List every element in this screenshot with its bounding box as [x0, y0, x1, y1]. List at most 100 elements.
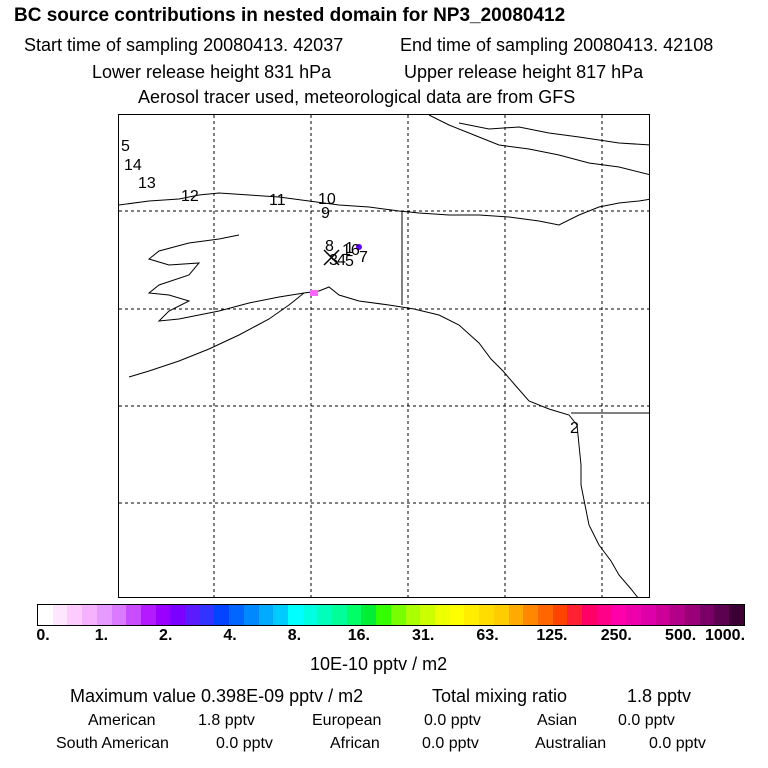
source-footprint-pink [310, 290, 318, 296]
colorbar-cell-9 [170, 605, 186, 625]
colorbar-cell-5 [111, 605, 127, 625]
colorbar-cell-15 [258, 605, 274, 625]
colorbar-cell-29 [464, 605, 480, 625]
region-name-african: African [330, 735, 380, 752]
gulf-of-alaska-coast [303, 286, 578, 426]
colorbar-cell-31 [493, 605, 509, 625]
colorbar-cell-16 [273, 605, 288, 625]
colorbar-cell-41 [640, 605, 656, 625]
colorbar-cell-1 [52, 605, 68, 625]
colorbar-tick-4: 8. [287, 627, 302, 644]
graticule [119, 115, 649, 597]
colorbar-cell-2 [67, 605, 83, 625]
pacific-northwest-coast [576, 424, 639, 597]
colorbar-cell-43 [670, 605, 685, 625]
colorbar-cell-11 [199, 605, 215, 625]
colorbar [37, 604, 745, 626]
max-value-text: Maximum value 0.398E-09 pptv / m2 [70, 686, 364, 706]
western-alaska-coast [147, 234, 305, 322]
colorbar-cell-37 [582, 605, 597, 625]
colorbar-tick-8: 125. [536, 627, 568, 644]
traj-label-10: 3 [329, 252, 338, 269]
colorbar-tick-9: 250. [600, 627, 632, 644]
colorbar-cell-19 [317, 605, 333, 625]
traj-label-9: 7 [359, 249, 368, 266]
source-footprint-purple [356, 244, 362, 250]
colorbar-tick-6: 31. [412, 627, 435, 644]
colorbar-tick-2: 2. [159, 627, 173, 644]
colorbar-cell-27 [434, 605, 450, 625]
upper-height-text: Upper release height 817 hPa [404, 62, 644, 82]
release-point-markers [323, 249, 340, 266]
colorbar-tick-7: 63. [476, 627, 499, 644]
colorbar-cell-14 [243, 605, 259, 625]
figure-title: BC source contributions in nested domain… [14, 5, 566, 26]
region-value-australian: 0.0 pptv [649, 735, 706, 752]
colorbar-cell-12 [214, 605, 230, 625]
region-value-south-american: 0.0 pptv [216, 735, 273, 752]
colorbar-cell-4 [96, 605, 112, 625]
colorbar-tick-0: 0. [36, 627, 50, 644]
traj-label-2: 13 [138, 175, 156, 192]
traj-label-14: 2 [570, 420, 579, 437]
traj-label-1: 14 [124, 157, 142, 174]
traj-label-5: 10 [318, 191, 336, 208]
colorbar-tick-10: 500. [665, 627, 697, 644]
colorbar-cell-39 [611, 605, 627, 625]
colorbar-cell-7 [140, 605, 156, 625]
colorbar-cell-42 [655, 605, 671, 625]
traj-label-0: 5 [121, 138, 130, 155]
total-mixing-label: Total mixing ratio [432, 686, 568, 706]
region-value-american: 1.8 pptv [198, 712, 255, 729]
region-name-south-american: South American [56, 735, 169, 752]
traj-label-3: 12 [181, 188, 199, 205]
traj-label-8: 16 [342, 242, 360, 259]
colorbar-cell-18 [302, 605, 318, 625]
colorbar-cell-25 [405, 605, 421, 625]
colorbar-cell-8 [155, 605, 171, 625]
colorbar-tick-5: 16. [347, 627, 370, 644]
map-panel: 5 14 13 12 11 10 9 8 16 7 3 4 5 1 2 [118, 114, 650, 598]
region-name-australian: Australian [535, 735, 607, 752]
traj-label-4: 11 [269, 192, 286, 209]
colorbar-cell-26 [420, 605, 435, 625]
colorbar-tick-11: 1000. [704, 627, 746, 644]
map-canvas: 5 14 13 12 11 10 9 8 16 7 3 4 5 1 2 [119, 115, 649, 597]
colorbar-cell-35 [552, 605, 568, 625]
region-value-asian: 0.0 pptv [618, 712, 675, 729]
colorbar-tick-3: 4. [223, 627, 237, 644]
northern-islands-coast-2 [458, 122, 649, 146]
alaska-peninsula-coast [128, 292, 305, 378]
colorbar-cell-45 [699, 605, 715, 625]
colorbar-cell-10 [185, 605, 200, 625]
arctic-coast [119, 192, 649, 226]
traj-label-6: 9 [321, 205, 330, 222]
colorbar-cell-40 [626, 605, 641, 625]
colorbar-tick-1: 1. [94, 627, 109, 644]
colorbar-cell-21 [346, 605, 362, 625]
traj-label-11: 4 [337, 252, 346, 269]
colorbar-cell-22 [361, 605, 377, 625]
colorbar-cell-0 [38, 605, 53, 625]
colorbar-cell-47 [729, 605, 744, 625]
northern-islands-coast [428, 115, 649, 176]
colorbar-cell-36 [567, 605, 583, 625]
region-name-european: European [312, 712, 382, 729]
traj-label-7: 8 [325, 238, 334, 255]
colorbar-unit: 10E-10 pptv / m2 [310, 654, 448, 674]
colorbar-cell-44 [684, 605, 700, 625]
traj-label-12: 5 [345, 253, 354, 270]
region-name-asian: Asian [537, 712, 578, 729]
trajectory-labels: 5 14 13 12 11 10 9 8 16 7 3 4 5 1 2 [121, 138, 579, 437]
colorbar-cell-20 [332, 605, 347, 625]
colorbar-cell-30 [479, 605, 494, 625]
colorbar-cell-38 [596, 605, 612, 625]
region-value-african: 0.0 pptv [422, 735, 479, 752]
lower-height-text: Lower release height 831 hPa [92, 62, 332, 82]
traj-label-13: 1 [345, 240, 354, 257]
tracer-note-text: Aerosol tracer used, meteorological data… [138, 87, 576, 107]
end-time-text: End time of sampling 20080413. 42108 [400, 35, 714, 55]
region-value-european: 0.0 pptv [424, 712, 481, 729]
colorbar-cell-3 [82, 605, 97, 625]
colorbar-cell-46 [714, 605, 730, 625]
